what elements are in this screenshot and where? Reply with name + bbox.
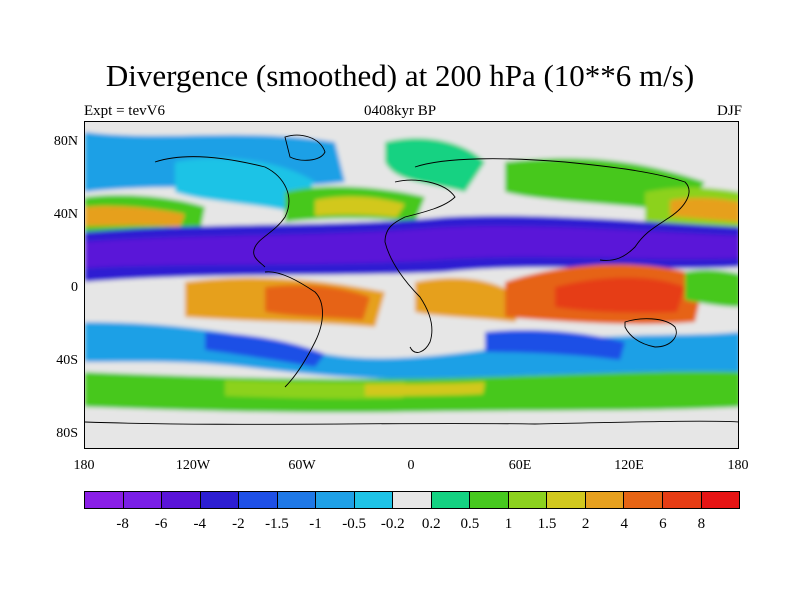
colorbar-label: 0.5 (460, 516, 480, 532)
colorbar-swatch (547, 492, 586, 508)
colorbar-label: -6 (154, 516, 168, 532)
colorbar-swatch (431, 492, 471, 508)
colorbar-label: -1 (309, 516, 322, 532)
colorbar-label: 2 (581, 516, 590, 532)
contour-nwpacific-orange (670, 197, 738, 222)
colorbar-swatch (701, 492, 740, 508)
contour-amazon-div (265, 285, 370, 320)
colorbar-swatch (123, 492, 163, 508)
lat-tick-0: 0 (71, 280, 78, 295)
lat-tick-80s: 80S (56, 426, 78, 441)
colorbar-label: -0.5 (342, 516, 366, 532)
colorbar-swatch (277, 492, 317, 508)
experiment-label: Expt = tevV6 (84, 103, 165, 119)
colorbar-label: -4 (193, 516, 207, 532)
coast-south-america (264, 271, 323, 388)
coast-africa (384, 179, 456, 353)
period-label: 0408kyr BP (363, 103, 437, 119)
contour-canada (175, 158, 315, 212)
colorbar-label: -8 (116, 516, 129, 532)
season-label: DJF (716, 103, 742, 119)
colorbar-swatch (393, 492, 432, 508)
colorbar-label: 0.2 (421, 516, 441, 532)
contour-wpacific-green (685, 269, 738, 307)
contour-antarctic (85, 412, 738, 448)
colorbar-label: 1 (504, 516, 513, 532)
lat-tick-80n: 80N (53, 134, 78, 149)
lon-tick-0: 0 (407, 458, 415, 473)
contour-arctic-atlantic (385, 138, 485, 192)
contour-africa-div (415, 278, 525, 322)
lon-tick-120e: 120E (614, 458, 644, 473)
lat-tick-40n: 40N (53, 207, 78, 222)
colorbar-swatch (354, 492, 394, 508)
colorbar-swatch (470, 492, 509, 508)
colorbar-swatch (624, 492, 663, 508)
colorbar-label: -0.2 (380, 516, 405, 532)
contour-tropical-strong (85, 226, 738, 268)
map-svg (85, 122, 738, 448)
contour-southern-ocean-yellow (365, 382, 485, 396)
contour-southern-ocean-light (225, 380, 405, 399)
lon-tick-120w: 120W (175, 458, 211, 473)
lon-tick-60w: 60W (288, 458, 316, 473)
coast-australia (624, 318, 677, 348)
coast-greenland (284, 134, 326, 161)
colorbar-label: -2 (232, 516, 245, 532)
colorbar-swatch (585, 492, 625, 508)
colorbar (84, 491, 740, 509)
lon-tick-180w: 180 (73, 458, 95, 473)
colorbar-label: 4 (620, 516, 628, 532)
coastlines (85, 134, 738, 425)
lat-tick-40s: 40S (56, 353, 78, 368)
contour-warmpool-strong (555, 277, 685, 313)
map-title: Divergence (smoothed) at 200 hPa (10**6 … (105, 58, 695, 93)
colorbar-swatch (662, 492, 702, 508)
coast-eurasia (414, 158, 690, 261)
contour-spacific-blue (205, 332, 325, 367)
colorbar-swatch (239, 492, 278, 508)
colorbar-swatch (85, 492, 124, 508)
colorbar-swatch (508, 492, 548, 508)
lon-tick-180e: 180 (727, 458, 749, 473)
coast-north-america (154, 156, 290, 268)
contour-natlantic-yellow (315, 196, 405, 217)
colorbar-label: 8 (697, 516, 706, 532)
colorbar-swatch (316, 492, 355, 508)
colorbar-label: 6 (659, 516, 667, 532)
divergence-map (84, 121, 739, 449)
colorbar-label: -1.5 (265, 516, 289, 532)
contour-indian-blue (485, 330, 625, 360)
colorbar-swatch (200, 492, 240, 508)
coast-antarctica (85, 420, 738, 425)
colorbar-label: 1.5 (537, 516, 557, 532)
lon-tick-60e: 60E (508, 458, 532, 473)
contour-npacific-orange (85, 205, 185, 227)
colorbar-swatch (162, 492, 201, 508)
